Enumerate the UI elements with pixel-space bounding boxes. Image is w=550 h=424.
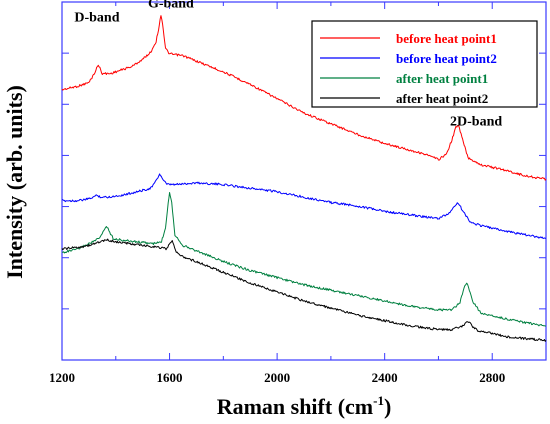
x-tick-label: 1200: [49, 370, 75, 385]
x-tick-label: 2400: [372, 370, 398, 385]
plot-frame: [61, 1, 547, 361]
series-line-1: [61, 15, 547, 181]
legend: before heat point1 before heat point2 afte…: [311, 20, 538, 108]
annotation-2d-band: 2D-band: [450, 115, 502, 130]
x-axis-title-main: Raman shift (cm: [217, 394, 373, 419]
legend-label-1: before heat point1: [396, 31, 497, 46]
legend-label-2: before heat point2: [396, 51, 497, 66]
series-line-4: [61, 238, 547, 342]
annotation-layer: D-band G-band 2D-band: [74, 0, 502, 130]
annotation-d-band: D-band: [74, 11, 119, 26]
x-tick-label: 2800: [479, 370, 505, 385]
ticks-layer: 1200 1600 2000 2400 2800: [49, 2, 546, 385]
legend-box: [311, 20, 538, 108]
series-line-2: [61, 173, 547, 239]
annotation-g-band: G-band: [148, 0, 194, 11]
x-tick-label: 2000: [264, 370, 290, 385]
legend-items: before heat point1 before heat point2 afte…: [320, 31, 497, 106]
x-axis-title: Raman shift (cm-1): [217, 393, 392, 419]
series-layer: [61, 15, 547, 342]
x-tick-label: 1600: [157, 370, 183, 385]
legend-label-3: after heat point1: [396, 71, 488, 86]
x-axis-title-end: ): [384, 394, 391, 419]
legend-label-4: after heat point2: [396, 91, 488, 106]
series-line-3: [61, 192, 546, 327]
y-axis-title: Intensity (arb. units): [2, 85, 27, 279]
x-axis-title-sup: -1: [373, 393, 384, 408]
